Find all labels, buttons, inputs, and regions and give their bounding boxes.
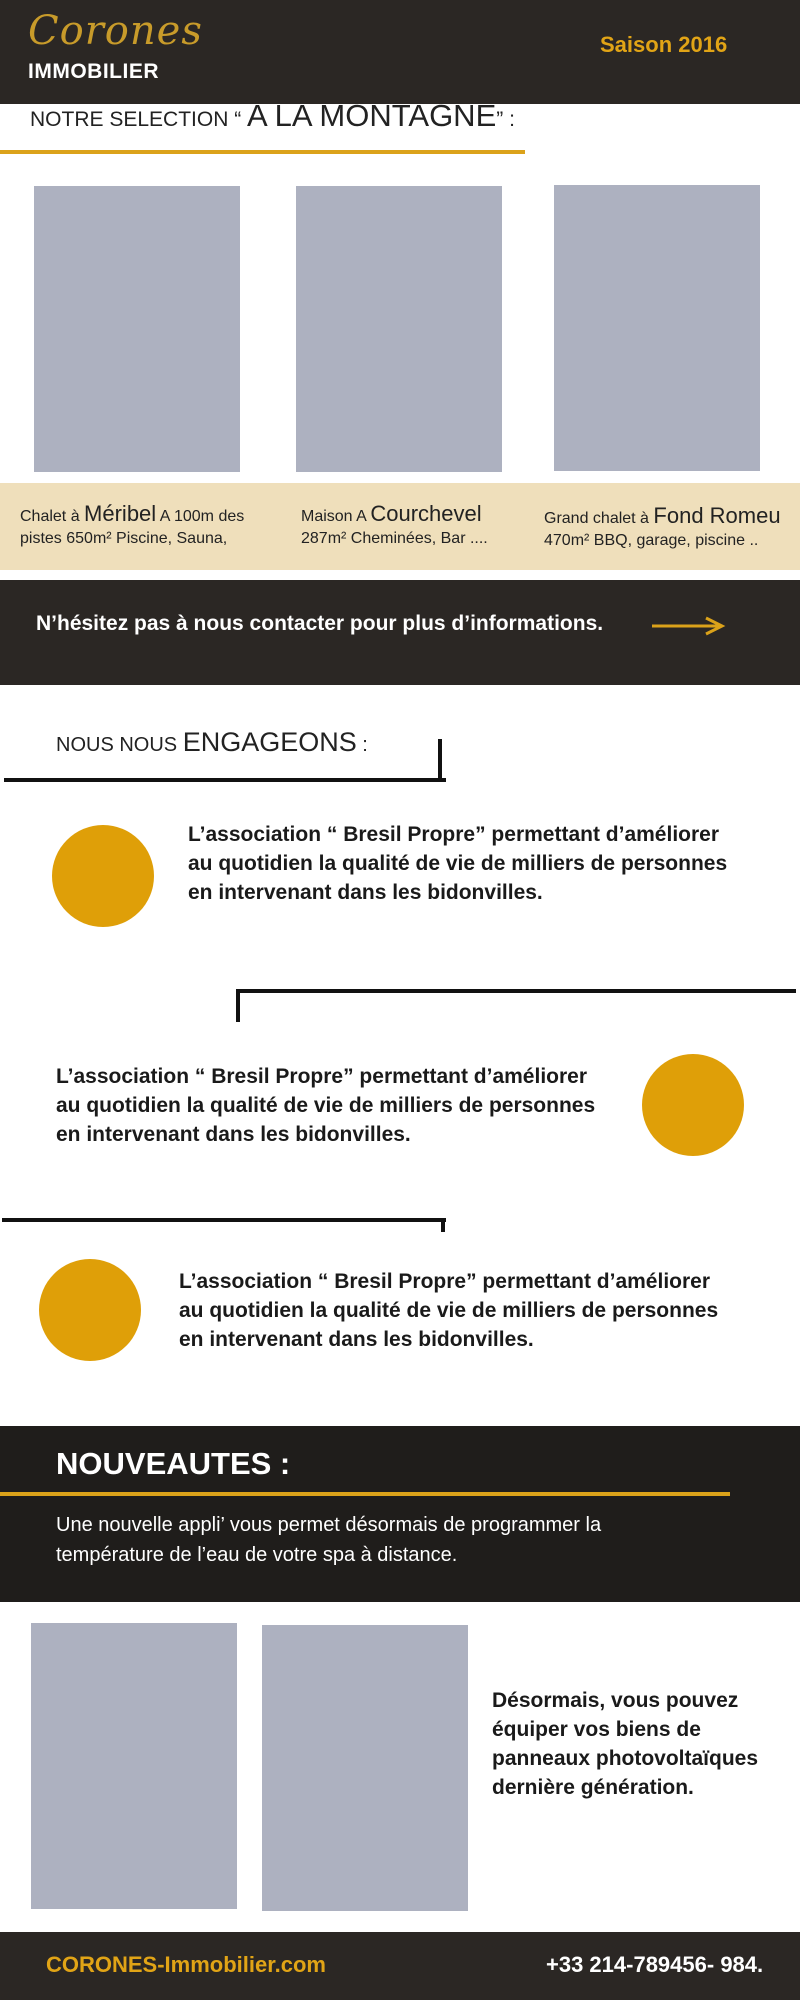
- engagements-title-rule-corner: [438, 739, 442, 782]
- engagements-title-suffix: :: [356, 734, 368, 756]
- engagement-line: en intervenant dans les bidonvilles.: [188, 881, 543, 904]
- selection-title: NOTRE SELECTION “ A LA MONTAGNE” :: [30, 98, 515, 134]
- engagements-title-highlight: ENGAGEONS: [182, 727, 357, 757]
- caption-location: Méribel: [84, 501, 157, 526]
- engagement-line: en intervenant dans les bidonvilles.: [56, 1123, 411, 1146]
- news-title: NOUVEAUTES :: [56, 1446, 291, 1481]
- selection-title-suffix: ” :: [496, 108, 515, 131]
- engagement-text-3: L’association “ Bresil Propre” permettan…: [179, 1267, 718, 1354]
- caption-prefix: Chalet à: [20, 508, 85, 525]
- footer-bar: [0, 1932, 800, 2000]
- caption-details: 287m² Cheminées, Bar ....: [301, 530, 488, 547]
- property-photo-meribel[interactable]: [34, 186, 240, 472]
- property-photo-fond-romeu[interactable]: [554, 185, 760, 471]
- news-line: Une nouvelle appli’ vous permet désormai…: [56, 1514, 602, 1536]
- news-photo-2[interactable]: [262, 1625, 468, 1911]
- news-underline: [0, 1492, 730, 1496]
- engagement-line: en intervenant dans les bidonvilles.: [179, 1328, 534, 1351]
- caption-details: pistes 650m² Piscine, Sauna,: [20, 530, 228, 547]
- engagements-title: NOUS NOUS ENGAGEONS :: [56, 727, 368, 758]
- arrow-right-icon[interactable]: [650, 614, 726, 638]
- engagements-title-rule: [4, 778, 446, 782]
- property-caption-meribel[interactable]: Chalet à Méribel A 100m des pistes 650m²…: [20, 503, 244, 550]
- property-caption-fond-romeu[interactable]: Grand chalet à Fond Romeu 470m² BBQ, gar…: [544, 505, 781, 552]
- season-label: Saison 2016: [600, 32, 728, 57]
- engagement-divider: [236, 989, 796, 993]
- logo-subtitle: IMMOBILIER: [28, 60, 159, 83]
- website-link[interactable]: CORONES-Immobilier.com: [46, 1952, 326, 1977]
- header-bar: [0, 0, 800, 104]
- engagement-line: L’association “ Bresil Propre” permettan…: [179, 1270, 710, 1293]
- engagement-divider: [2, 1218, 446, 1222]
- engagement-circle-icon: [52, 825, 154, 927]
- caption-location: Courchevel: [370, 501, 482, 526]
- selection-title-highlight: A LA MONTAGNE: [247, 98, 497, 133]
- engagements-title-prefix: NOUS NOUS: [56, 734, 183, 756]
- caption-prefix: Maison A: [301, 508, 371, 525]
- engagement-line: au quotidien la qualité de vie de millie…: [188, 852, 728, 875]
- selection-underline: [0, 150, 525, 154]
- logo-script[interactable]: Corones: [28, 8, 203, 54]
- solar-panels-text: Désormais, vous pouvez équiper vos biens…: [492, 1686, 758, 1802]
- engagement-line: au quotidien la qualité de vie de millie…: [56, 1094, 596, 1117]
- solar-line: équiper vos biens de: [492, 1718, 701, 1741]
- caption-prefix: Grand chalet à: [544, 510, 654, 527]
- news-text: Une nouvelle appli’ vous permet désormai…: [56, 1510, 601, 1570]
- property-caption-courchevel[interactable]: Maison A Courchevel 287m² Cheminées, Bar…: [301, 503, 488, 550]
- engagement-divider-corner: [441, 1218, 445, 1232]
- phone-number[interactable]: +33 214-789456- 984.: [546, 1952, 764, 1977]
- news-photo-1[interactable]: [31, 1623, 237, 1909]
- engagement-divider-corner: [236, 989, 240, 1022]
- contact-text[interactable]: N’hésitez pas à nous contacter pour plus…: [36, 612, 604, 635]
- property-captions-strip: [0, 483, 800, 570]
- engagement-circle-icon: [642, 1054, 744, 1156]
- solar-line: dernière génération.: [492, 1776, 694, 1799]
- caption-details: 470m² BBQ, garage, piscine ..: [544, 532, 759, 549]
- engagement-text-1: L’association “ Bresil Propre” permettan…: [188, 820, 727, 907]
- news-line: température de l’eau de votre spa à dist…: [56, 1544, 458, 1566]
- caption-suffix: A 100m des: [156, 508, 245, 525]
- solar-line: Désormais, vous pouvez: [492, 1689, 739, 1712]
- property-photo-courchevel[interactable]: [296, 186, 502, 472]
- engagement-line: au quotidien la qualité de vie de millie…: [179, 1299, 719, 1322]
- news-band: [0, 1426, 800, 1602]
- engagement-text-2: L’association “ Bresil Propre” permettan…: [56, 1062, 595, 1149]
- caption-location: Fond Romeu: [653, 503, 781, 528]
- engagement-line: L’association “ Bresil Propre” permettan…: [188, 823, 719, 846]
- engagement-line: L’association “ Bresil Propre” permettan…: [56, 1065, 587, 1088]
- contact-band[interactable]: [0, 580, 800, 685]
- solar-line: panneaux photovoltaïques: [492, 1747, 759, 1770]
- engagement-circle-icon: [39, 1259, 141, 1361]
- selection-title-prefix: NOTRE SELECTION “: [30, 108, 248, 131]
